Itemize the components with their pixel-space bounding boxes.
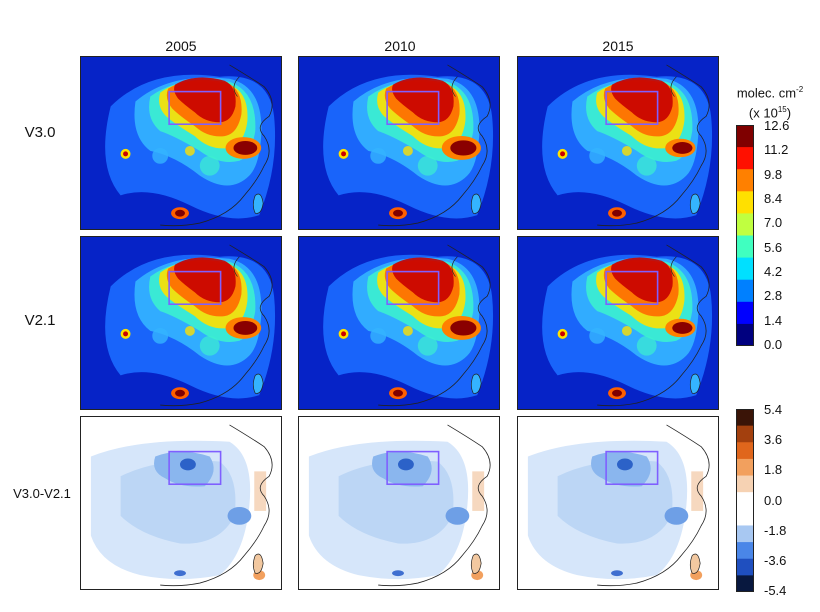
colorbar-difference — [736, 409, 754, 592]
map-panel-1-0 — [80, 236, 282, 410]
colorbar-tick-label: 1.4 — [764, 312, 783, 328]
column-title-2015: 2015 — [602, 38, 634, 54]
colorbar-tick-label: -1.8 — [764, 522, 787, 538]
row-label-v21: V2.1 — [24, 312, 56, 329]
map-panel-2-1 — [298, 416, 500, 590]
colorbar-segment — [736, 235, 754, 259]
colorbar-segment — [736, 458, 754, 477]
map-panel-0-2 — [517, 56, 719, 230]
column-title-2010: 2010 — [384, 38, 416, 54]
column-title-2005: 2005 — [165, 38, 197, 54]
map-1-0 — [81, 237, 281, 409]
colorbar-tick-label: 7.0 — [764, 215, 783, 231]
colorbar-segment — [736, 525, 754, 543]
colorbar-tick-label: -5.4 — [764, 583, 787, 598]
colorbar-segment — [736, 558, 754, 576]
colorbar-tick-label: 3.6 — [764, 432, 783, 448]
colorbar-segment — [736, 492, 754, 510]
map-panel-1-2 — [517, 236, 719, 410]
colorbar-segment — [736, 323, 754, 346]
colorbar-tick-label: 4.2 — [764, 264, 783, 279]
colorbar-segment — [736, 475, 754, 493]
map-panel-2-0 — [80, 416, 282, 590]
colorbar-segment — [736, 442, 754, 460]
colorbar-segment — [736, 257, 754, 281]
colorbar-tick-label: 2.8 — [764, 288, 783, 304]
colorbar-segment — [736, 147, 754, 170]
colorbar-concentration — [736, 125, 754, 346]
colorbar-segment — [736, 169, 754, 192]
colorbar-segment — [736, 508, 754, 526]
map-2-0 — [81, 417, 281, 589]
colorbar-segment — [736, 279, 754, 303]
map-panel-1-1 — [298, 236, 500, 410]
colorbar-tick-label: 5.4 — [764, 402, 783, 417]
map-2-2 — [518, 417, 718, 589]
colorbar-segment — [736, 213, 754, 236]
map-1-2 — [518, 237, 718, 409]
colorbar-units-title: molec. cm-2 (x 1015) — [730, 81, 810, 122]
colorbar-tick-label: -3.6 — [764, 552, 787, 568]
map-1-1 — [299, 237, 499, 409]
map-0-0 — [81, 57, 281, 229]
colorbar-tick-label: 9.8 — [764, 166, 783, 182]
colorbar-segment — [736, 125, 754, 148]
map-0-1 — [299, 57, 499, 229]
colorbar-scale-close: ) — [786, 105, 792, 121]
colorbar-segment — [736, 575, 754, 592]
map-panel-0-1 — [298, 56, 500, 230]
colorbar-units-exponent: -2 — [796, 85, 804, 94]
map-0-2 — [518, 57, 718, 229]
map-2-1 — [299, 417, 499, 589]
colorbar-segment — [736, 191, 754, 214]
map-panel-0-0 — [80, 56, 282, 230]
colorbar-tick-label: 0.0 — [764, 492, 783, 508]
colorbar-tick-label: 1.8 — [764, 462, 783, 478]
colorbar-scale-text: (x 10 — [748, 105, 778, 121]
map-panel-2-2 — [517, 416, 719, 590]
colorbar-tick-label: 5.6 — [764, 239, 783, 255]
colorbar-tick-label: 8.4 — [764, 191, 783, 206]
colorbar-tick-label: 0.0 — [764, 337, 783, 352]
colorbar-tick-label: 12.6 — [764, 118, 790, 133]
colorbar-segment — [736, 301, 754, 325]
colorbar-scale-exponent: 15 — [777, 105, 787, 115]
row-label-v30: V3.0 — [24, 124, 56, 141]
row-label-difference: V3.0-V2.1 — [13, 486, 71, 501]
colorbar-units-text: molec. cm — [736, 85, 797, 101]
colorbar-segment — [736, 409, 754, 427]
colorbar-segment — [736, 425, 754, 443]
colorbar-tick-label: 11.2 — [764, 142, 789, 158]
colorbar-segment — [736, 542, 754, 560]
